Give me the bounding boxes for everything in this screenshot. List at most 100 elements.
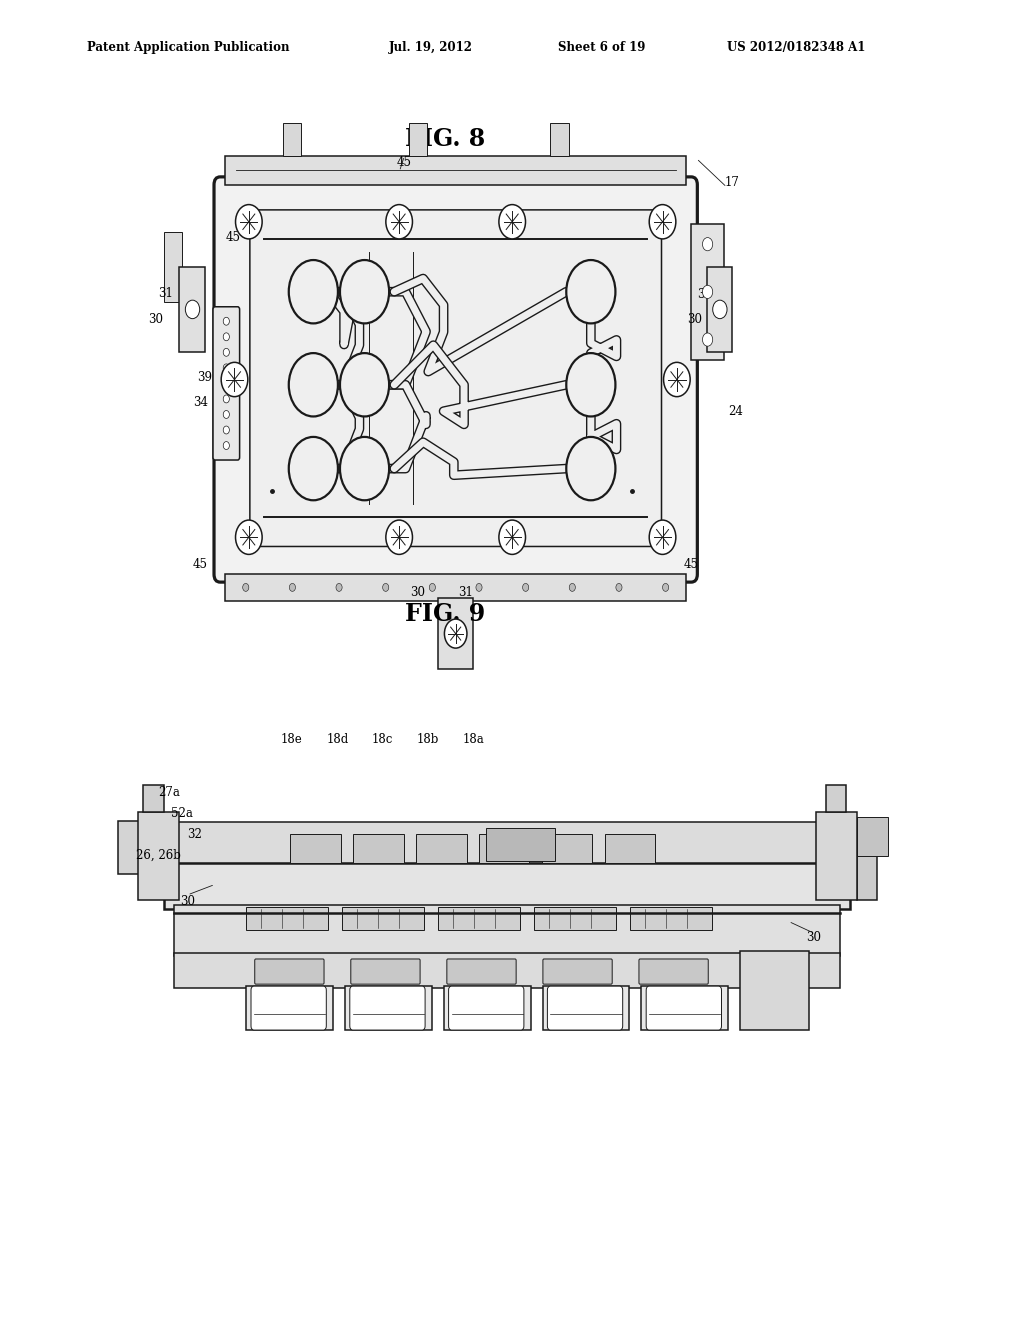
Bar bbox=[164, 231, 182, 302]
Bar bbox=[225, 156, 686, 185]
Circle shape bbox=[569, 583, 575, 591]
Circle shape bbox=[336, 583, 342, 591]
Bar bbox=[479, 834, 529, 863]
Bar bbox=[443, 986, 530, 1030]
Text: 18a: 18a bbox=[462, 733, 484, 746]
Bar bbox=[409, 123, 427, 156]
Circle shape bbox=[444, 619, 467, 648]
Bar bbox=[816, 813, 857, 900]
Bar bbox=[543, 986, 630, 1030]
FancyBboxPatch shape bbox=[251, 986, 327, 1030]
Text: 30: 30 bbox=[807, 931, 821, 944]
FancyBboxPatch shape bbox=[351, 958, 420, 985]
FancyBboxPatch shape bbox=[255, 958, 324, 985]
Circle shape bbox=[236, 205, 262, 239]
Text: 18c: 18c bbox=[372, 733, 392, 746]
Circle shape bbox=[383, 583, 389, 591]
Circle shape bbox=[289, 437, 338, 500]
Circle shape bbox=[499, 205, 525, 239]
Circle shape bbox=[236, 520, 262, 554]
Circle shape bbox=[386, 205, 413, 239]
Circle shape bbox=[615, 583, 622, 591]
Bar bbox=[164, 863, 850, 909]
Circle shape bbox=[289, 260, 338, 323]
Circle shape bbox=[649, 520, 676, 554]
Bar bbox=[740, 950, 809, 1030]
Circle shape bbox=[221, 363, 248, 397]
Text: 31: 31 bbox=[697, 288, 712, 301]
Circle shape bbox=[566, 260, 615, 323]
Bar bbox=[707, 267, 732, 352]
Text: Jul. 19, 2012: Jul. 19, 2012 bbox=[389, 41, 473, 54]
Bar bbox=[118, 821, 143, 874]
Text: 26, 26b: 26, 26b bbox=[136, 849, 181, 862]
Circle shape bbox=[663, 583, 669, 591]
Circle shape bbox=[243, 583, 249, 591]
Text: FIG. 9: FIG. 9 bbox=[406, 602, 485, 626]
Circle shape bbox=[702, 333, 713, 346]
Text: 18e: 18e bbox=[281, 733, 303, 746]
Text: 30: 30 bbox=[148, 313, 163, 326]
Circle shape bbox=[340, 352, 389, 416]
Circle shape bbox=[476, 583, 482, 591]
Circle shape bbox=[223, 317, 229, 325]
Text: 45: 45 bbox=[397, 156, 412, 169]
Bar bbox=[225, 574, 686, 601]
Text: 31: 31 bbox=[159, 286, 173, 300]
Bar bbox=[605, 834, 655, 863]
Bar bbox=[691, 224, 724, 360]
Text: 34: 34 bbox=[194, 396, 208, 409]
Circle shape bbox=[522, 583, 528, 591]
Circle shape bbox=[223, 411, 229, 418]
Bar bbox=[631, 907, 712, 931]
Circle shape bbox=[223, 348, 229, 356]
Bar bbox=[438, 907, 520, 931]
FancyBboxPatch shape bbox=[548, 986, 623, 1030]
Bar bbox=[535, 907, 616, 931]
FancyBboxPatch shape bbox=[350, 986, 425, 1030]
Bar bbox=[174, 906, 840, 956]
Bar bbox=[417, 834, 467, 863]
Text: 30: 30 bbox=[687, 313, 701, 326]
Bar bbox=[246, 986, 333, 1030]
Bar bbox=[283, 123, 301, 156]
Bar bbox=[138, 813, 179, 900]
Text: FIG. 8: FIG. 8 bbox=[406, 127, 485, 150]
Circle shape bbox=[566, 437, 615, 500]
Text: Patent Application Publication: Patent Application Publication bbox=[87, 41, 290, 54]
Circle shape bbox=[223, 395, 229, 403]
Text: 52a: 52a bbox=[171, 807, 194, 820]
Bar bbox=[857, 830, 878, 900]
FancyBboxPatch shape bbox=[250, 210, 662, 546]
FancyBboxPatch shape bbox=[639, 958, 709, 985]
Text: Sheet 6 of 19: Sheet 6 of 19 bbox=[558, 41, 645, 54]
Circle shape bbox=[185, 300, 200, 318]
FancyBboxPatch shape bbox=[446, 958, 516, 985]
Bar bbox=[169, 821, 845, 863]
FancyBboxPatch shape bbox=[214, 177, 697, 582]
Bar bbox=[179, 267, 205, 352]
Text: 31: 31 bbox=[459, 586, 473, 599]
Circle shape bbox=[386, 520, 413, 554]
Bar bbox=[353, 834, 403, 863]
Text: 45: 45 bbox=[684, 558, 698, 572]
Text: 18d: 18d bbox=[327, 733, 349, 746]
Circle shape bbox=[223, 333, 229, 341]
Bar bbox=[342, 907, 424, 931]
Circle shape bbox=[290, 583, 296, 591]
Bar bbox=[246, 907, 328, 931]
Circle shape bbox=[223, 426, 229, 434]
Text: 45: 45 bbox=[193, 558, 207, 572]
Text: 18b: 18b bbox=[417, 733, 439, 746]
Bar bbox=[641, 986, 728, 1030]
Circle shape bbox=[340, 260, 389, 323]
Circle shape bbox=[289, 352, 338, 416]
Text: 39: 39 bbox=[198, 371, 212, 384]
Circle shape bbox=[566, 352, 615, 416]
Bar bbox=[542, 834, 592, 863]
Text: 30: 30 bbox=[411, 586, 425, 599]
Circle shape bbox=[713, 300, 727, 318]
FancyBboxPatch shape bbox=[646, 986, 722, 1030]
Text: 17: 17 bbox=[725, 176, 739, 189]
Bar bbox=[550, 123, 568, 156]
